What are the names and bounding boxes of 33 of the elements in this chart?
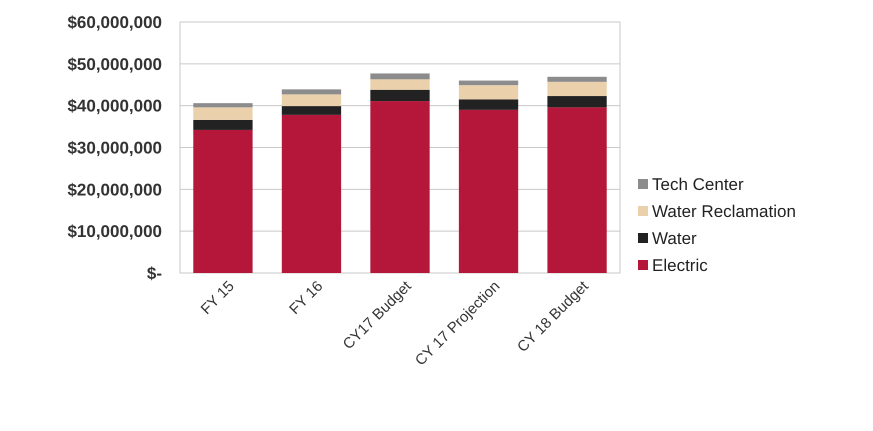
bar <box>193 103 253 108</box>
bar <box>193 120 253 130</box>
legend-label: Water Reclamation <box>652 202 796 221</box>
legend-label: Electric <box>652 256 708 275</box>
bar <box>282 106 342 115</box>
bar <box>282 94 342 106</box>
y-tick-label: $40,000,000 <box>67 96 162 116</box>
bar <box>458 80 518 86</box>
bar <box>547 76 607 82</box>
legend-label: Tech Center <box>652 174 744 194</box>
bar <box>282 114 342 273</box>
y-tick-label: $60,000,000 <box>67 12 162 32</box>
bar <box>282 89 342 94</box>
bar <box>458 85 518 100</box>
bar <box>370 73 430 80</box>
bar <box>547 96 607 108</box>
y-tick-label: $10,000,000 <box>67 222 162 242</box>
bar <box>193 130 253 273</box>
y-tick-label: $30,000,000 <box>67 138 162 158</box>
x-tick-label: FY 16 <box>286 278 326 318</box>
y-tick-label: $- <box>146 264 162 283</box>
y-tick-label: $50,000,000 <box>67 54 162 74</box>
y-tick-label: $20,000,000 <box>67 180 162 200</box>
legend-label: Water <box>652 228 698 248</box>
bar <box>370 101 430 273</box>
bar <box>370 79 430 90</box>
bar <box>370 90 430 102</box>
bar <box>458 110 518 273</box>
x-tick-label: FY 15 <box>198 278 238 318</box>
bar <box>547 82 607 96</box>
bar <box>193 107 253 120</box>
bar <box>547 107 607 273</box>
bar <box>458 99 518 110</box>
